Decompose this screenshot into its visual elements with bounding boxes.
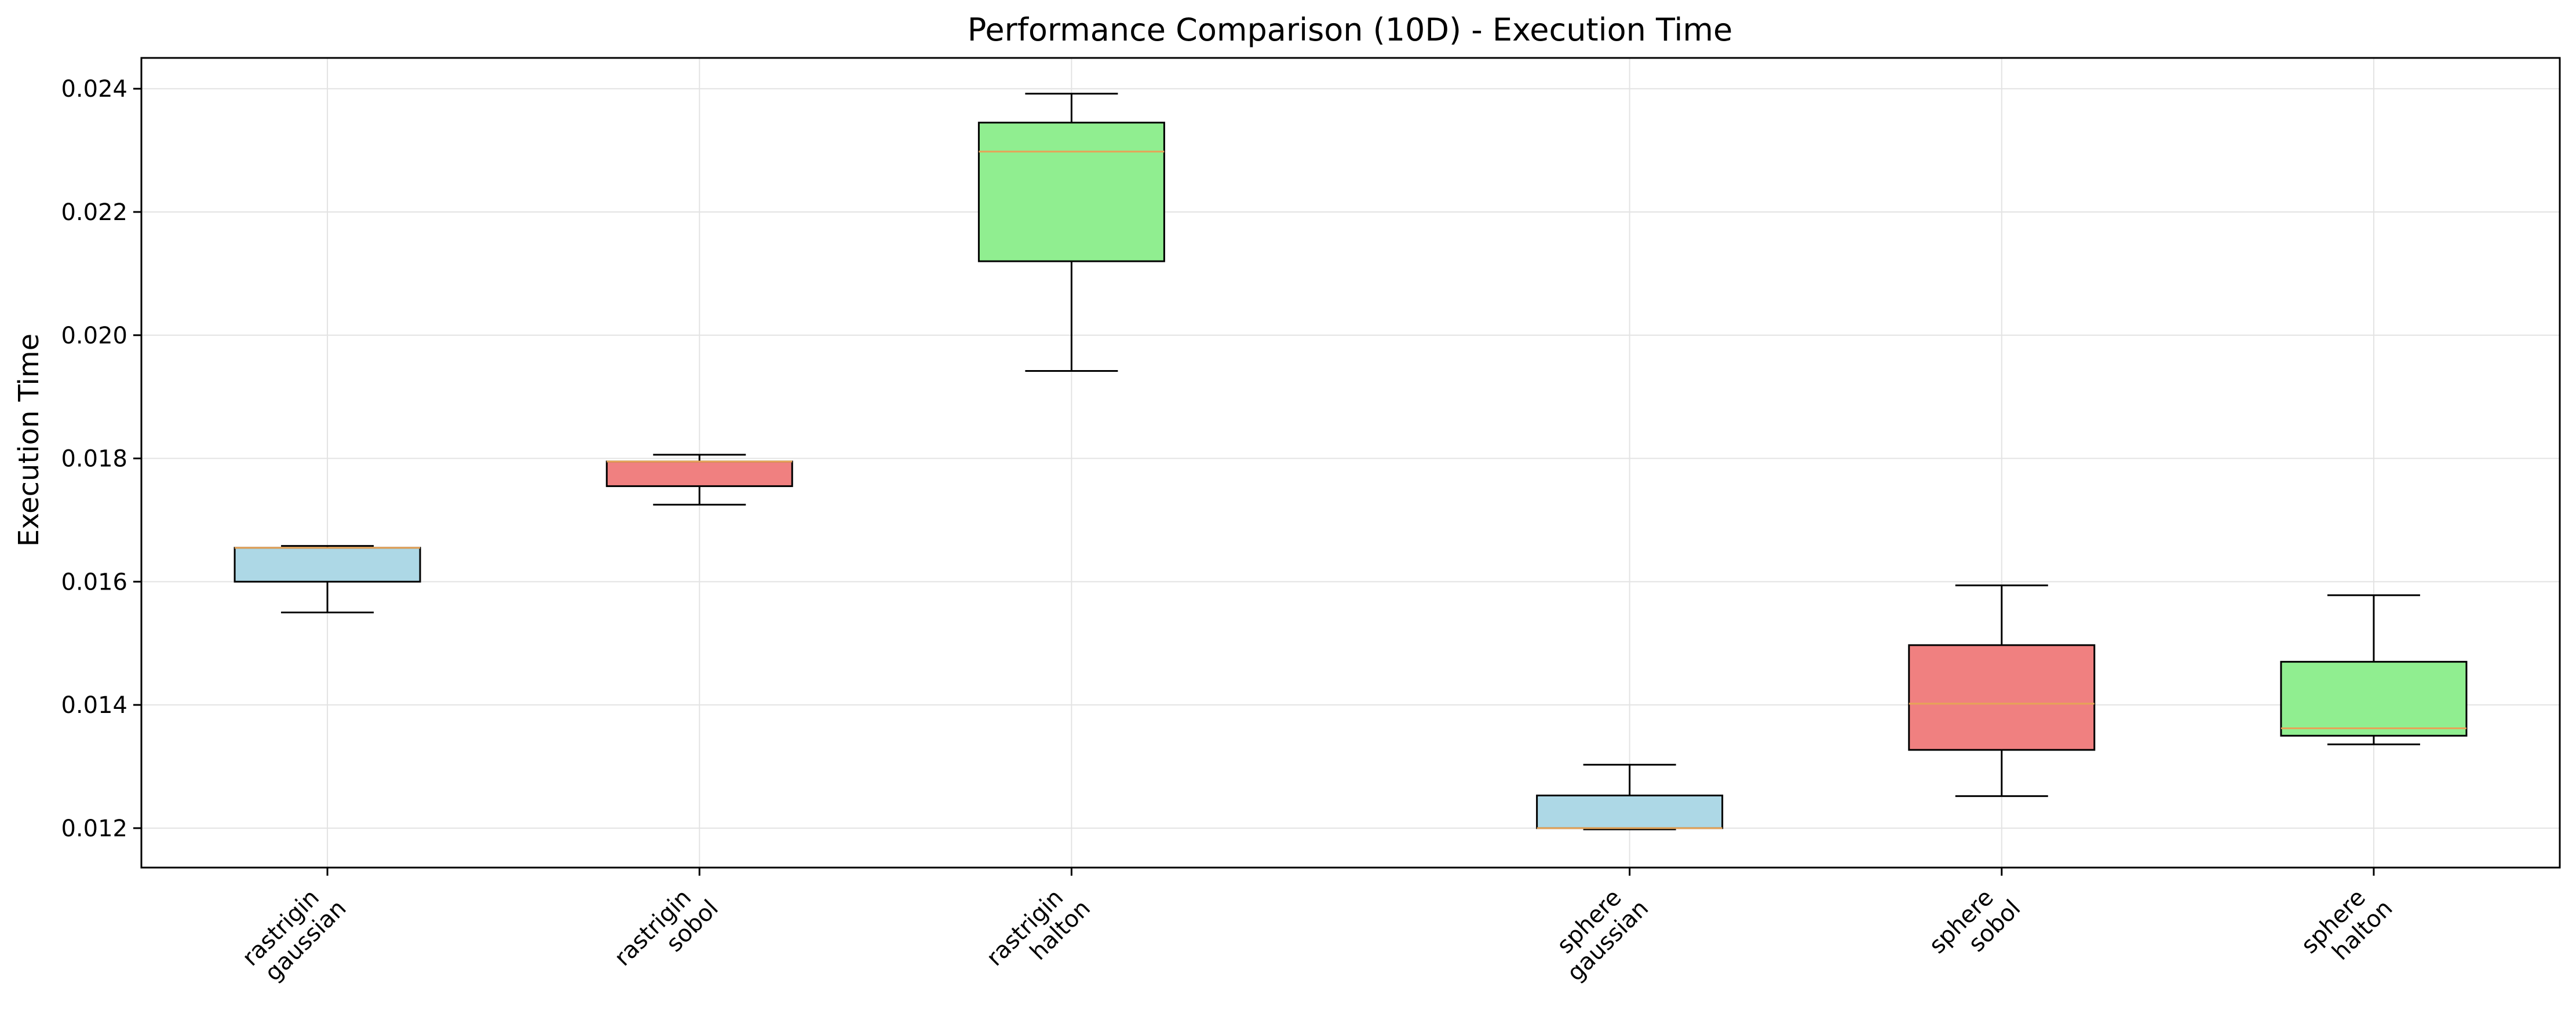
box-body [977, 122, 1165, 262]
box-body [1536, 795, 1724, 829]
chart-title: Performance Comparison (10D) - Execution… [968, 12, 1732, 48]
y-tick-label: 0.016 [61, 569, 127, 595]
box-4 [1536, 763, 1724, 831]
box-series [233, 93, 2468, 831]
y-tick-label: 0.020 [61, 323, 127, 349]
y-tick-label: 0.012 [61, 815, 127, 842]
y-tick-label: 0.022 [61, 199, 127, 226]
box-body [605, 460, 793, 487]
grid-lines [141, 58, 2560, 868]
box-6 [2280, 594, 2468, 745]
box-3 [977, 93, 1165, 372]
y-tick-label: 0.018 [61, 446, 127, 473]
y-tick-label: 0.024 [61, 76, 127, 103]
y-axis-label: Execution Time [13, 334, 45, 547]
box-body [2280, 661, 2468, 737]
plot-frame [140, 57, 2561, 869]
box-body [1908, 644, 2096, 751]
box-2 [605, 453, 793, 506]
box-body [233, 547, 421, 583]
box-1 [233, 545, 421, 614]
y-tick-label: 0.014 [61, 692, 127, 719]
box-5 [1908, 584, 2096, 797]
